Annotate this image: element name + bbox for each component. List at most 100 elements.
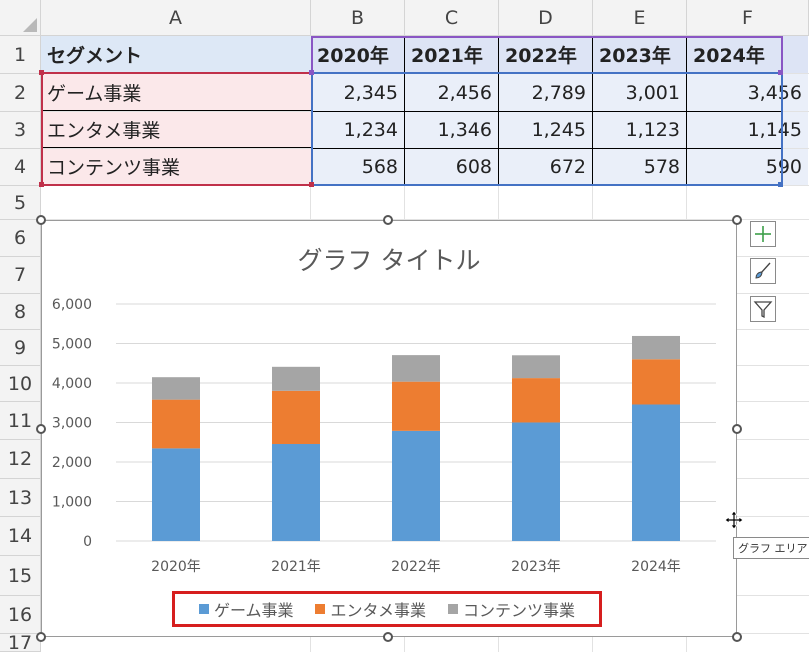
cell-segment-name[interactable]: エンタメ事業 — [41, 112, 311, 148]
column-header-c[interactable]: C — [405, 0, 499, 36]
column-header-f[interactable]: F — [687, 0, 809, 36]
cell-segment-name[interactable]: コンテンツ事業 — [41, 149, 311, 185]
cell-value[interactable]: 1,245 — [499, 112, 592, 148]
chart-filters-button[interactable] — [750, 296, 776, 322]
row-header-2[interactable]: 2 — [0, 74, 41, 112]
bar-3-2[interactable] — [272, 366, 320, 391]
row-header-10[interactable]: 10 — [0, 366, 41, 402]
row-header-1[interactable]: 1 — [0, 36, 41, 74]
row-header-3[interactable]: 3 — [0, 112, 41, 149]
cell-border — [311, 111, 783, 112]
column-header-e[interactable]: E — [593, 0, 687, 36]
chart-resize-handle-br[interactable] — [732, 632, 742, 642]
bar-1-1[interactable] — [152, 448, 200, 541]
bar-2-5[interactable] — [632, 359, 680, 405]
cell-border — [311, 148, 783, 149]
row-header-9[interactable]: 9 — [0, 330, 41, 366]
cell-year-header[interactable]: 2024年 — [687, 36, 808, 73]
range-handle[interactable] — [778, 182, 783, 187]
row-header-5[interactable]: 5 — [0, 186, 41, 220]
legend-label: ゲーム事業 — [213, 601, 294, 620]
chart-resize-handle-tr[interactable] — [732, 215, 742, 225]
cell-value[interactable]: 2,456 — [405, 74, 498, 111]
row-header-6[interactable]: 6 — [0, 220, 41, 257]
chart-resize-handle-bl[interactable] — [36, 632, 46, 642]
chart-elements-button[interactable] — [750, 221, 776, 247]
chart-resize-handle-tl[interactable] — [36, 215, 46, 225]
bar-2-1[interactable] — [152, 399, 200, 449]
bar-3-3[interactable] — [392, 355, 440, 382]
cell-value[interactable]: 1,234 — [311, 112, 404, 148]
cell-value[interactable]: 568 — [311, 149, 404, 185]
row-header-11[interactable]: 11 — [0, 402, 41, 440]
cell-value[interactable]: 1,145 — [687, 112, 808, 148]
row-header-13[interactable]: 13 — [0, 479, 41, 517]
select-all-corner[interactable] — [0, 0, 41, 36]
row-header-16[interactable]: 16 — [0, 596, 41, 634]
chart-styles-button[interactable] — [750, 258, 776, 284]
cell-border — [592, 36, 593, 184]
row-header-7[interactable]: 7 — [0, 257, 41, 294]
chart-resize-handle-bc[interactable] — [383, 632, 393, 642]
bar-2-2[interactable] — [272, 390, 320, 444]
y-tick-label: 6,000 — [52, 297, 92, 313]
bar-1-2[interactable] — [272, 443, 320, 541]
cell-value[interactable]: 672 — [499, 149, 592, 185]
cell-year-header[interactable]: 2022年 — [499, 36, 592, 73]
cell-value[interactable]: 2,345 — [311, 74, 404, 111]
chart-plot[interactable]: 0 1,000 2,000 3,000 4,000 5,000 6,000 2020年 2021… — [42, 221, 736, 636]
chart-resize-handle-ml[interactable] — [36, 424, 46, 434]
legend-item[interactable]: ゲーム事業 — [198, 597, 294, 621]
bar-2-4[interactable] — [512, 378, 560, 423]
column-header-a[interactable]: A — [41, 0, 311, 36]
bar-3-1[interactable] — [152, 377, 200, 400]
cell-value[interactable]: 1,346 — [405, 112, 498, 148]
cell-year-header[interactable]: 2021年 — [405, 36, 498, 73]
grid-line — [41, 185, 809, 186]
x-tick-label: 2020年 — [151, 559, 201, 575]
bar-1-4[interactable] — [512, 422, 560, 541]
cell-segment-name[interactable]: ゲーム事業 — [41, 74, 311, 111]
cell-year-header[interactable]: 2020年 — [311, 36, 404, 73]
cell-value[interactable]: 3,456 — [687, 74, 808, 111]
bar-1-5[interactable] — [632, 404, 680, 541]
cell-value[interactable]: 578 — [593, 149, 686, 185]
legend-item[interactable]: コンテンツ事業 — [448, 597, 575, 621]
cell-value[interactable]: 590 — [687, 149, 808, 185]
row-header-4[interactable]: 4 — [0, 149, 41, 186]
row-header-17[interactable]: 17 — [0, 632, 41, 654]
row-header-15[interactable]: 15 — [0, 556, 41, 596]
column-header-b[interactable]: B — [311, 0, 405, 36]
bar-1-3[interactable] — [392, 430, 440, 541]
chart-title[interactable]: グラフ タイトル — [297, 246, 481, 275]
x-tick-label: 2022年 — [391, 559, 441, 575]
cell-value[interactable]: 608 — [405, 149, 498, 185]
range-handle[interactable] — [778, 70, 783, 75]
range-handle[interactable] — [309, 70, 314, 75]
cell-value[interactable]: 2,789 — [499, 74, 592, 111]
plus-icon — [755, 226, 771, 242]
cell-value[interactable]: 3,001 — [593, 74, 686, 111]
range-handle[interactable] — [309, 182, 314, 187]
bar-3-5[interactable] — [632, 335, 680, 360]
cell-segment-header[interactable]: セグメント — [41, 36, 311, 73]
row-header-8[interactable]: 8 — [0, 294, 41, 330]
bar-2-3[interactable] — [392, 381, 440, 431]
chart-legend[interactable]: ゲーム事業 エンタメ事業 コンテンツ事業 — [172, 591, 602, 627]
chart-resize-handle-tc[interactable] — [383, 215, 393, 225]
cell-value[interactable]: 1,123 — [593, 112, 686, 148]
column-header-d[interactable]: D — [499, 0, 593, 36]
legend-label: エンタメ事業 — [330, 601, 427, 620]
row-header-14[interactable]: 14 — [0, 517, 41, 556]
legend-swatch — [315, 604, 326, 614]
row-header-12[interactable]: 12 — [0, 440, 41, 479]
legend-swatch — [198, 604, 209, 614]
range-handle[interactable] — [39, 182, 44, 187]
legend-item[interactable]: エンタメ事業 — [315, 597, 426, 621]
bar-3-4[interactable] — [512, 355, 560, 379]
chart-area[interactable]: グラフ タイトル 0 1,000 2,000 3,000 4,000 5,000 6,000… — [41, 220, 737, 637]
chart-resize-handle-mr[interactable] — [732, 424, 742, 434]
cell-year-header[interactable]: 2023年 — [593, 36, 686, 73]
range-handle[interactable] — [39, 70, 44, 75]
x-tick-label: 2024年 — [631, 559, 681, 575]
